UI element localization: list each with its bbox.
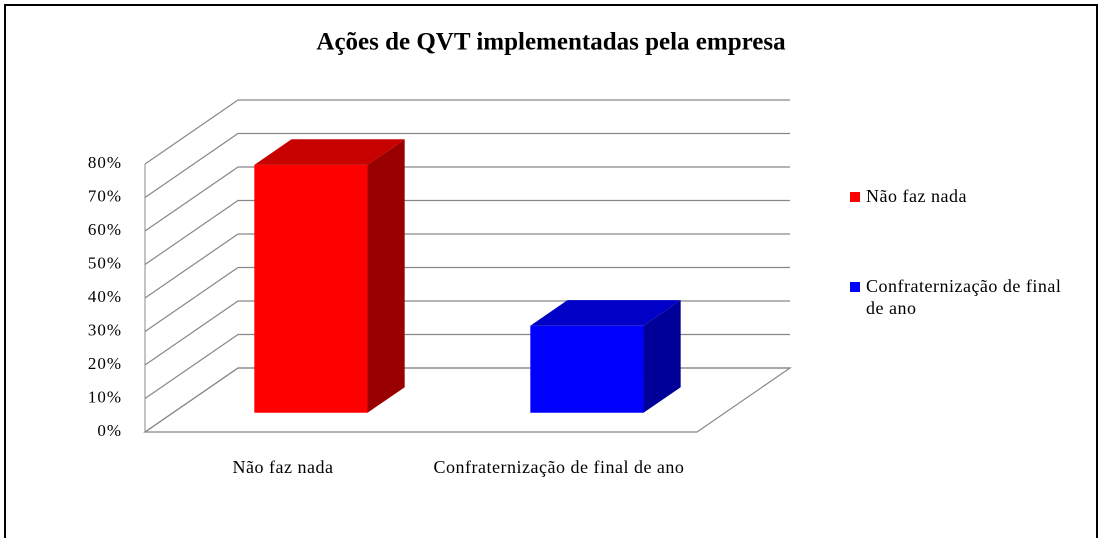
y-tick-label: 30% — [88, 320, 122, 339]
y-tick-label: 60% — [88, 220, 122, 239]
grid-line — [144, 99, 790, 165]
bar-front — [530, 325, 644, 413]
bar-front — [254, 164, 368, 413]
grid-line — [144, 233, 790, 299]
bar-top — [254, 139, 405, 165]
grid-line — [144, 367, 790, 433]
floor — [143, 367, 792, 433]
y-tick-label: 10% — [88, 387, 122, 406]
grid-line — [144, 266, 790, 332]
legend-swatch — [850, 192, 860, 202]
bar-side — [367, 139, 405, 413]
chart-title: Ações de QVT implementadas pela empresa — [316, 29, 786, 56]
legend-label: Confraternização de final de ano — [866, 276, 1062, 318]
legend-label: Não faz nada — [866, 186, 967, 206]
y-tick-label: 20% — [88, 354, 122, 373]
bar-side — [643, 300, 681, 413]
y-tick-label: 50% — [88, 253, 122, 272]
y-tick-label: 0% — [97, 421, 122, 440]
x-tick-label: Confraternização de final de ano — [433, 457, 685, 477]
y-tick-label: 40% — [88, 287, 122, 306]
bar — [530, 300, 681, 413]
bar-top — [530, 300, 681, 326]
grid-line — [144, 300, 790, 366]
grid-line — [144, 166, 790, 232]
bar — [254, 139, 405, 413]
grid-line — [144, 132, 790, 198]
legend-swatch — [850, 282, 860, 292]
grid-line — [144, 333, 790, 399]
chart-border — [4, 4, 1098, 538]
x-tick-label: Não faz nada — [232, 457, 334, 477]
y-tick-label: 80% — [88, 153, 122, 172]
y-tick-label: 70% — [88, 186, 122, 205]
grid-line — [144, 199, 790, 265]
